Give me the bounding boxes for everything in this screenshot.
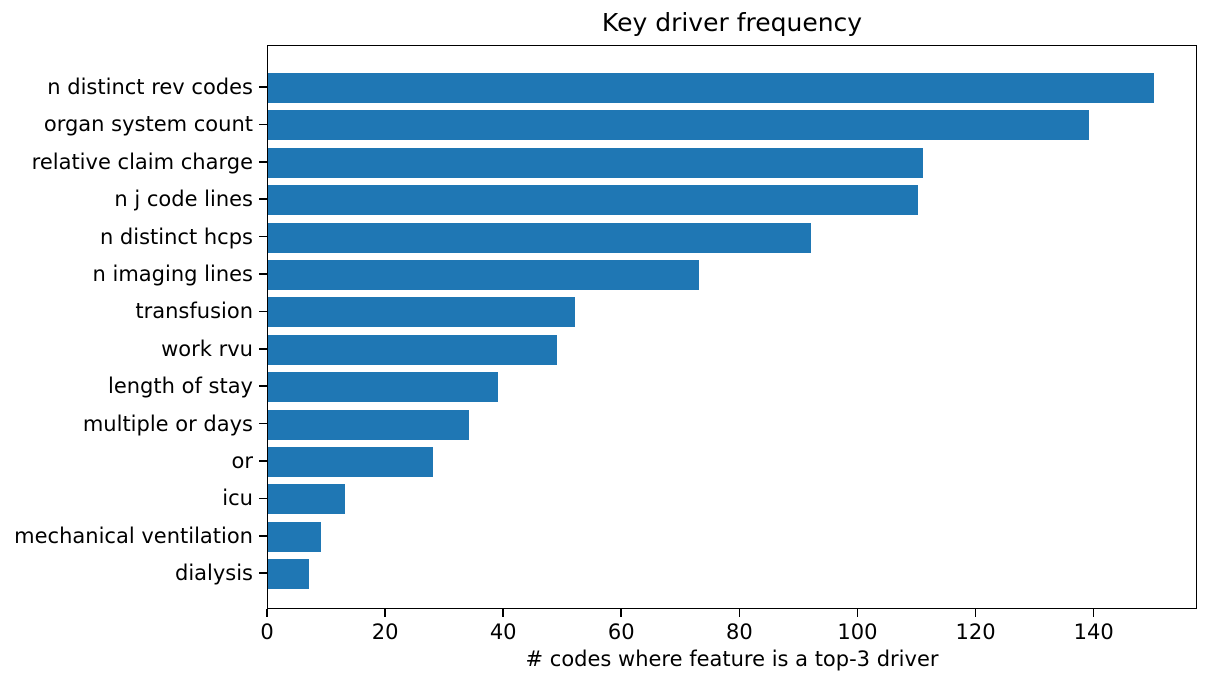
x-tick-label: 100 <box>837 620 878 644</box>
y-tick-label: icu <box>222 486 253 511</box>
x-tick-label: 0 <box>260 620 274 644</box>
y-tick-label: mechanical ventilation <box>14 523 253 548</box>
bar <box>268 110 1089 141</box>
x-tick-label: 20 <box>371 620 399 644</box>
x-tick-mark <box>266 609 268 617</box>
bar <box>268 447 434 477</box>
y-tick-mark <box>259 86 267 88</box>
y-tick-label: n imaging lines <box>92 262 253 286</box>
bar <box>268 409 469 440</box>
y-tick-label: n distinct hcps <box>99 224 253 249</box>
y-tick-label: relative claim charge <box>31 149 253 174</box>
x-tick-mark <box>856 609 859 617</box>
y-tick-label: n j code lines <box>114 187 253 212</box>
y-tick-mark <box>259 123 267 126</box>
y-tick-mark <box>259 572 267 574</box>
y-tick-mark <box>259 497 267 500</box>
y-tick-mark <box>259 385 267 387</box>
x-tick-mark <box>738 609 741 617</box>
y-tick-label: work rvu <box>161 336 253 361</box>
x-tick-mark <box>1092 609 1095 617</box>
bar <box>268 484 345 515</box>
y-tick-mark <box>259 273 267 275</box>
y-tick-label: multiple or days <box>82 411 253 436</box>
y-tick-label: dialysis <box>174 561 253 586</box>
bar <box>268 559 310 590</box>
y-tick-mark <box>259 460 267 462</box>
bar <box>268 73 1154 103</box>
y-tick-mark <box>259 161 267 163</box>
x-axis-label: # codes where feature is a top-3 driver <box>525 647 939 671</box>
bar <box>268 297 576 328</box>
x-tick-mark <box>620 609 623 617</box>
y-tick-mark <box>259 348 267 350</box>
y-tick-label: n distinct rev codes <box>47 75 253 99</box>
bar <box>268 222 812 253</box>
y-tick-mark <box>259 422 267 425</box>
x-tick-mark <box>384 609 386 617</box>
bar <box>268 147 924 178</box>
bar <box>268 372 499 403</box>
bar <box>268 260 700 290</box>
y-tick-label: transfusion <box>135 299 253 324</box>
x-tick-mark <box>974 609 977 617</box>
chart-title: Key driver frequency <box>601 8 863 37</box>
y-tick-label: or <box>231 449 253 473</box>
bar <box>268 185 918 216</box>
y-tick-mark <box>259 310 267 313</box>
y-tick-mark <box>259 235 267 238</box>
plot-area <box>267 45 1197 609</box>
x-tick-label: 60 <box>607 620 635 644</box>
x-tick-label: 120 <box>955 620 996 644</box>
y-tick-label: length of stay <box>107 374 253 399</box>
x-tick-label: 40 <box>489 620 517 644</box>
bar <box>268 334 558 365</box>
y-tick-label: organ system count <box>43 112 253 137</box>
x-tick-mark <box>502 609 504 617</box>
y-tick-mark <box>259 535 267 537</box>
bar <box>268 521 322 552</box>
x-tick-label: 80 <box>726 620 753 644</box>
y-tick-mark <box>259 198 267 200</box>
x-tick-label: 140 <box>1073 620 1114 644</box>
